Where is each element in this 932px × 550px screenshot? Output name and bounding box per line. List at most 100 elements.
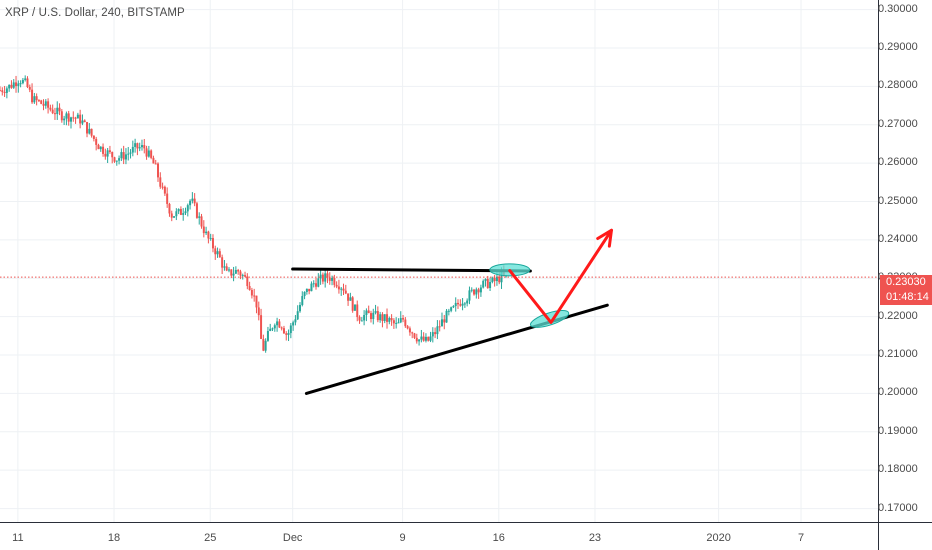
candle-up [182, 213, 185, 215]
candle-up [106, 150, 109, 157]
candle-down [315, 283, 318, 287]
candle-down [443, 319, 446, 323]
candle-down [102, 146, 105, 154]
candle-down [170, 213, 173, 218]
candle-up [289, 325, 292, 334]
candle-down [392, 320, 395, 324]
candle-up [420, 336, 423, 340]
candle-down [122, 152, 125, 160]
candle-up [12, 82, 15, 88]
candle-down [367, 310, 370, 314]
candle-up [319, 274, 322, 279]
candle-down [202, 226, 205, 234]
candle-down [83, 120, 86, 123]
candle-down [15, 82, 18, 87]
candle-down [51, 109, 54, 114]
candle-up [298, 304, 301, 312]
candle-down [0, 90, 1, 92]
y-tick-label: 0.18000 [878, 463, 918, 476]
candle-down [381, 314, 384, 321]
candle-down [493, 277, 496, 282]
candle-down [179, 209, 182, 215]
candle-up [264, 340, 267, 351]
candle-down [163, 186, 166, 194]
candle-down [415, 337, 418, 342]
candle-down [473, 289, 476, 295]
y-tick-label: 0.26000 [878, 156, 918, 169]
y-tick-label: 0.29000 [878, 40, 918, 53]
candle-down [214, 248, 217, 255]
candle-down [3, 92, 6, 94]
candle-down [390, 318, 393, 321]
candle-up [8, 84, 11, 89]
candle-up [127, 153, 130, 155]
candle-up [271, 328, 274, 330]
candle-down [195, 203, 198, 218]
y-tick-label: 0.20000 [878, 386, 918, 399]
candle-down [239, 271, 242, 276]
candle-down [404, 319, 407, 327]
candle-down [86, 122, 89, 134]
candle-down [280, 327, 283, 329]
candle-down [422, 336, 425, 341]
candle-down [459, 304, 462, 306]
candle-down [1, 90, 4, 93]
candle-up [76, 114, 79, 119]
candle-down [308, 288, 311, 292]
candle-down [10, 84, 13, 88]
candle-down [90, 128, 93, 136]
candle-up [312, 283, 315, 285]
candle-down [347, 293, 350, 301]
candle-down [356, 304, 359, 318]
candle-up [491, 277, 494, 283]
candle-up [379, 314, 382, 321]
x-tick-label: 9 [399, 532, 406, 544]
candle-down [152, 157, 155, 164]
candle-down [143, 145, 146, 149]
candle-down [47, 101, 50, 108]
candle-down [35, 96, 38, 101]
candle-up [450, 307, 453, 311]
candle-down [333, 277, 336, 285]
candle-up [468, 290, 471, 301]
candle-up [118, 158, 121, 161]
y-tick-label: 0.25000 [878, 194, 918, 207]
candle-down [113, 157, 116, 162]
candle-up [452, 306, 455, 308]
candle-down [237, 270, 240, 272]
candle-up [436, 326, 439, 335]
candle-down [49, 107, 52, 110]
candle-up [360, 320, 363, 322]
candle-down [411, 332, 414, 334]
candle-down [154, 163, 157, 165]
candle-up [372, 312, 375, 320]
candle-up [374, 311, 377, 313]
candle-up [88, 128, 91, 134]
candle-up [395, 322, 398, 324]
x-tick-label: 25 [204, 532, 217, 544]
candle-down [386, 314, 389, 322]
x-tick-label: 11 [12, 532, 24, 544]
candle-up [241, 275, 244, 277]
candle-down [40, 100, 43, 104]
candle-up [65, 113, 68, 119]
candle-up [99, 146, 102, 150]
candle-up [388, 318, 391, 322]
y-tick-label: 0.30000 [878, 2, 918, 15]
candle-down [207, 231, 210, 239]
candle-down [150, 150, 153, 158]
candle-up [324, 273, 327, 282]
candle-down [104, 153, 107, 157]
y-tick-label: 0.22000 [878, 309, 918, 322]
candle-up [424, 336, 427, 341]
candle-down [246, 276, 249, 287]
candle-down [221, 257, 224, 268]
candle-up [234, 270, 237, 274]
candle-up [310, 283, 313, 292]
candle-up [19, 83, 22, 85]
candle-down [72, 117, 75, 119]
candle-up [482, 280, 485, 288]
chart-title: XRP / U.S. Dollar, 240, BITSTAMP [5, 7, 185, 19]
